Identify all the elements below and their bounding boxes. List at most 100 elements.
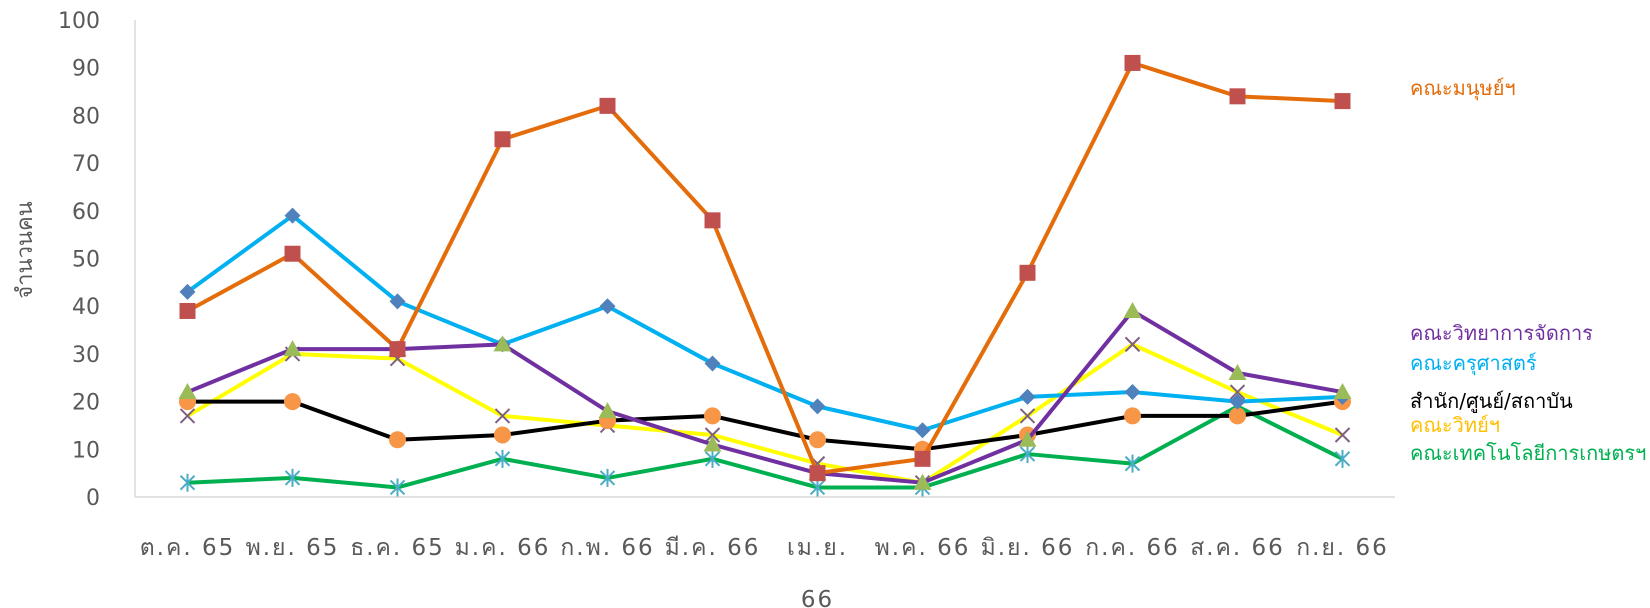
x-tick-label: ก.ย. 66 <box>1296 535 1389 561</box>
series-line <box>186 342 1344 485</box>
series-0 <box>179 54 1351 482</box>
legend-label: คณะวิทย์ฯ <box>1410 413 1500 437</box>
data-point-marker <box>389 293 406 310</box>
x-tick-label: มี.ค. 66 <box>665 535 761 561</box>
y-tick-labels: 0 10 20 30 40 50 60 70 80 90 100 <box>58 9 100 511</box>
y-tick-label: 30 <box>72 343 100 368</box>
series-2 <box>179 207 1351 439</box>
x-tick-label: 66 <box>801 587 834 608</box>
x-tick-label: พ.ย. 65 <box>246 535 340 561</box>
data-point-marker <box>1019 264 1036 281</box>
data-point-marker <box>809 478 826 497</box>
data-point-marker <box>809 398 826 415</box>
data-point-marker <box>914 422 931 439</box>
data-point-marker <box>1124 407 1141 425</box>
data-point-marker <box>704 427 721 443</box>
series-5 <box>179 397 1351 497</box>
y-tick-label: 10 <box>72 438 100 463</box>
data-point-marker <box>179 408 196 424</box>
data-point-marker <box>1229 88 1246 105</box>
data-point-marker <box>494 408 511 424</box>
data-point-marker <box>493 335 512 352</box>
data-point-marker <box>389 478 406 497</box>
data-point-marker <box>494 426 511 444</box>
series-line <box>186 60 1343 476</box>
x-tick-label: ก.ค. 66 <box>1085 535 1180 561</box>
y-tick-label: 40 <box>72 295 100 320</box>
data-point-marker <box>284 207 301 224</box>
data-point-marker <box>809 465 826 482</box>
legend: คณะมนุษย์ฯคณะวิทยาการจัดการคณะครุศาสตร์ส… <box>1410 76 1646 465</box>
data-point-marker <box>284 468 301 487</box>
data-point-marker <box>1124 336 1141 353</box>
legend-label: คณะวิทยาการจัดการ <box>1410 321 1593 345</box>
data-point-marker <box>1334 449 1351 468</box>
data-point-marker <box>1019 445 1036 464</box>
data-point-marker <box>599 97 616 114</box>
series-4 <box>179 336 1351 491</box>
data-point-marker <box>1123 301 1142 318</box>
data-point-marker <box>703 435 722 452</box>
series-line <box>186 213 1343 433</box>
data-point-marker <box>284 245 301 262</box>
x-tick-label: ต.ค. 65 <box>140 535 236 561</box>
data-point-marker <box>179 473 196 492</box>
data-point-marker <box>598 402 617 419</box>
legend-label: คณะมนุษย์ฯ <box>1410 76 1516 101</box>
chart-axes <box>134 20 1395 498</box>
data-point-marker <box>809 431 826 449</box>
data-point-marker <box>1333 383 1352 400</box>
data-point-marker <box>1334 427 1351 443</box>
data-point-marker <box>1018 430 1037 447</box>
y-tick-label: 100 <box>58 9 100 34</box>
data-point-marker <box>389 431 406 449</box>
data-point-marker <box>179 302 196 319</box>
data-point-marker <box>178 383 197 400</box>
data-point-marker <box>389 341 406 358</box>
data-point-marker <box>494 131 511 148</box>
y-tick-label: 50 <box>72 248 100 273</box>
y-tick-label: 70 <box>72 152 100 177</box>
series-group <box>178 54 1352 497</box>
series-line <box>187 404 1344 490</box>
x-tick-label: เม.ย. <box>787 535 848 561</box>
data-point-marker <box>913 473 932 490</box>
data-point-marker <box>283 340 302 357</box>
data-point-marker <box>1019 408 1036 424</box>
data-point-marker <box>704 449 721 468</box>
data-point-marker <box>1124 54 1141 71</box>
data-point-marker <box>494 449 511 468</box>
series-line <box>187 399 1343 452</box>
data-point-marker <box>1229 393 1246 410</box>
x-tick-label: ก.พ. 66 <box>560 535 654 561</box>
data-point-marker <box>179 283 196 300</box>
x-tick-labels: ต.ค. 65 พ.ย. 65 ธ.ค. 65 ม.ค. 66 ก.พ. 66 มี.ค.… <box>140 535 1389 608</box>
y-tick-label: 90 <box>72 57 100 82</box>
y-tick-label: 0 <box>86 486 100 511</box>
x-tick-label: พ.ค. 66 <box>875 535 971 561</box>
y-axis-label: จำนวนคน <box>13 201 38 298</box>
data-point-marker <box>1334 93 1351 110</box>
y-tick-label: 20 <box>72 391 100 416</box>
data-point-marker <box>1124 454 1141 473</box>
data-point-marker <box>599 468 616 487</box>
legend-label: คณะเทคโนโลยีการเกษตรฯ <box>1410 441 1646 465</box>
legend-label: คณะครุศาสตร์ <box>1410 351 1537 376</box>
data-point-marker <box>599 298 616 315</box>
data-point-marker <box>1229 407 1246 425</box>
data-point-marker <box>1229 384 1246 400</box>
data-point-marker <box>704 355 721 372</box>
x-tick-label: ธ.ค. 65 <box>350 535 445 561</box>
x-tick-label: ส.ค. 66 <box>1190 535 1285 561</box>
series-line <box>186 308 1343 485</box>
x-tick-label: ม.ค. 66 <box>455 535 551 561</box>
data-point-marker <box>704 407 721 425</box>
y-tick-label: 80 <box>72 104 100 129</box>
legend-label: สำนัก/ศูนย์/สถาบัน <box>1410 389 1573 414</box>
data-point-marker <box>284 393 301 411</box>
data-point-marker <box>1228 363 1247 380</box>
data-point-marker <box>704 212 721 229</box>
data-point-marker <box>1124 384 1141 401</box>
y-tick-label: 60 <box>72 200 100 225</box>
